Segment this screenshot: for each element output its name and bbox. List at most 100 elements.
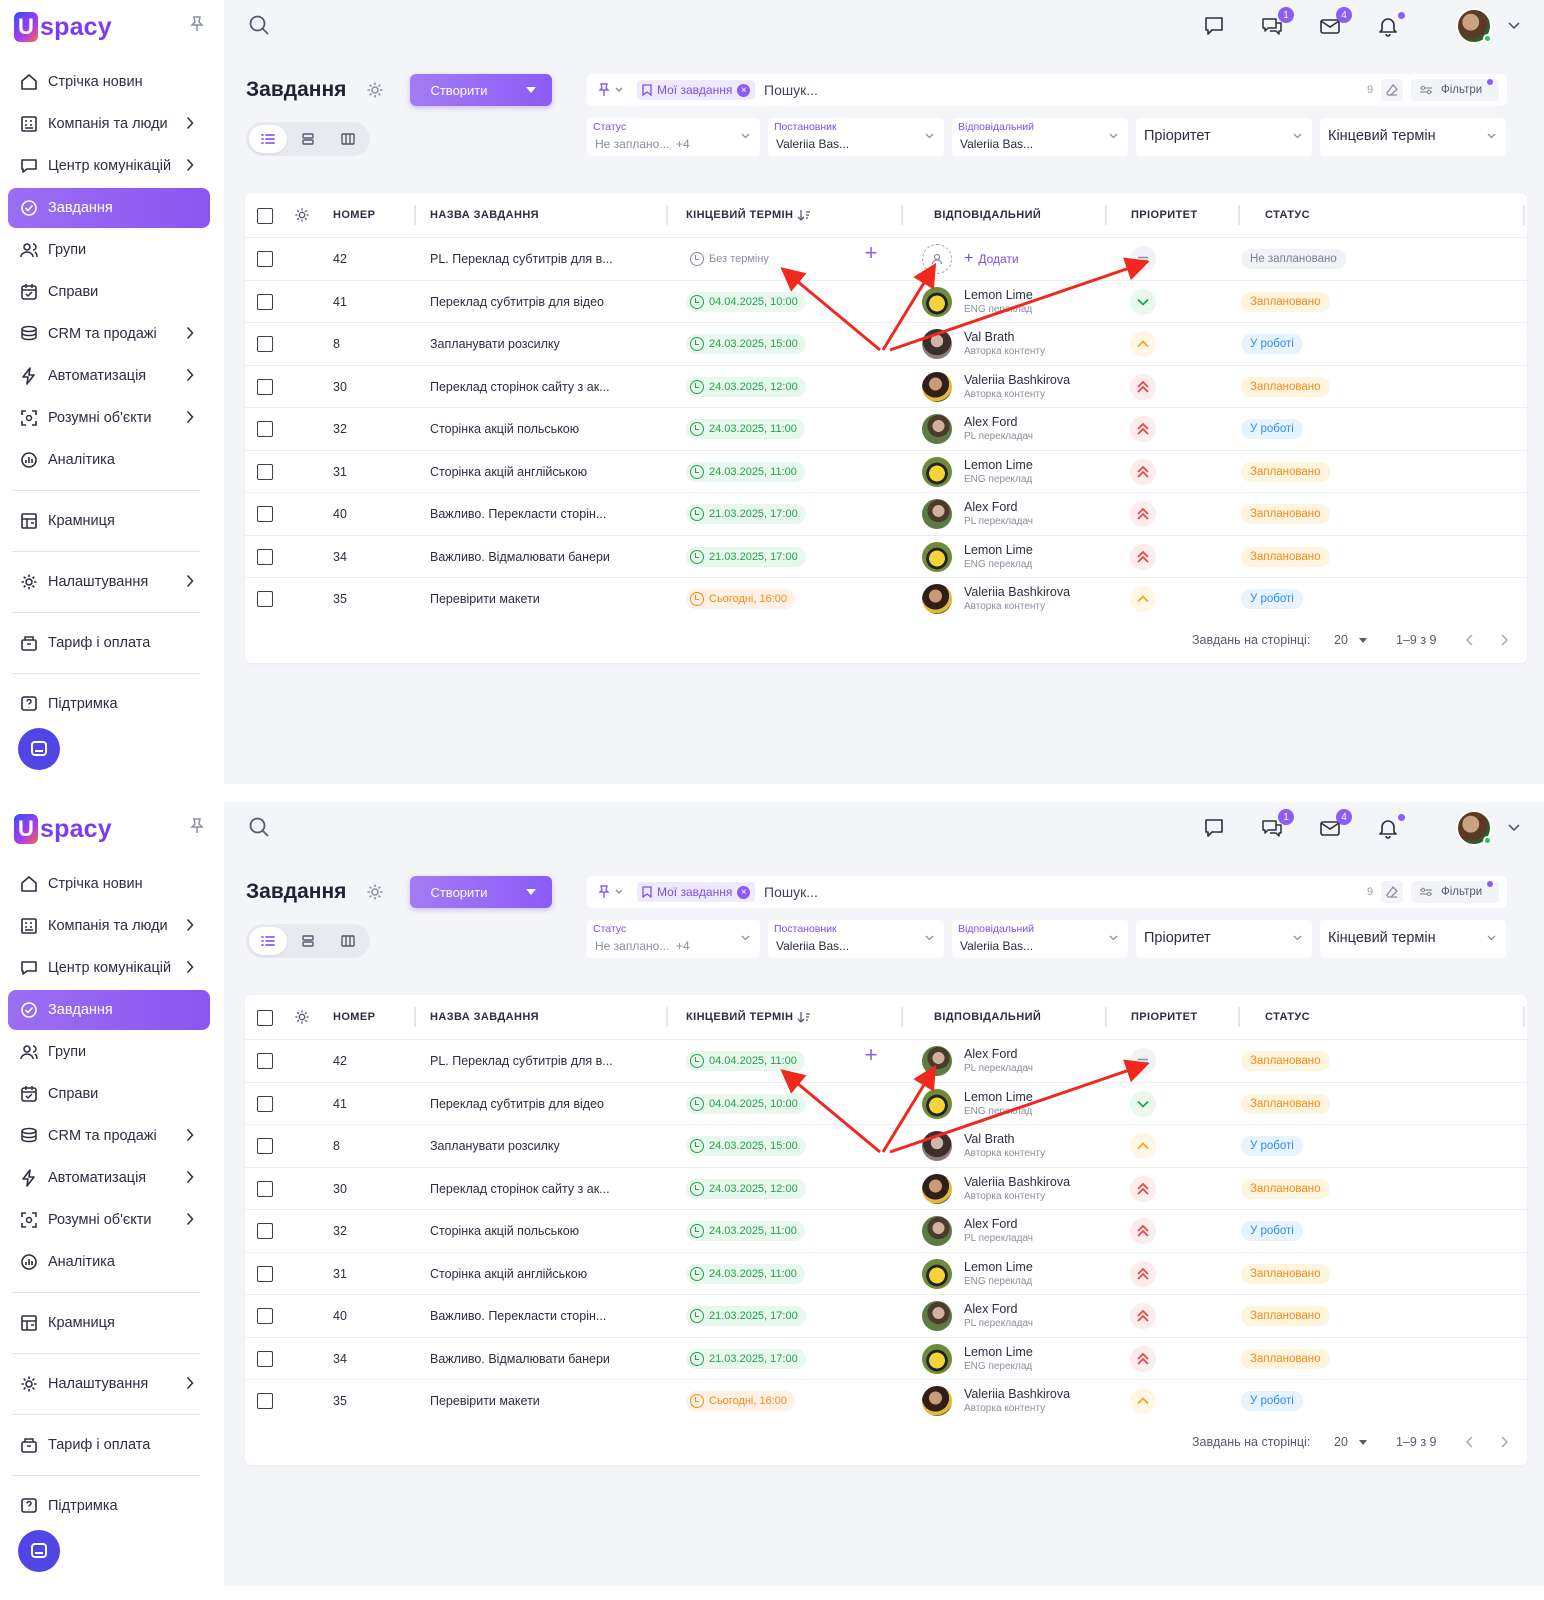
task-deadline[interactable]: 24.03.2025, 15:00 xyxy=(686,1125,806,1167)
row-checkbox[interactable] xyxy=(257,506,273,522)
pin-sidebar-icon[interactable] xyxy=(190,16,204,32)
status-badge[interactable]: У роботі xyxy=(1241,1391,1303,1411)
priority-high-icon[interactable] xyxy=(1130,331,1156,357)
mail-button[interactable]: 4 xyxy=(1316,7,1352,40)
task-responsible[interactable]: Valeriia Bashkirova Авторка контенту xyxy=(922,1380,1070,1422)
sidebar-item-store[interactable]: Крамниця xyxy=(8,501,210,541)
task-name-link[interactable]: Перевірити макети xyxy=(430,1394,540,1408)
task-deadline[interactable]: Сьогодні, 16:00 xyxy=(686,1380,796,1422)
deadline-pill[interactable]: 24.03.2025, 15:00 xyxy=(686,1136,806,1156)
task-deadline[interactable]: 24.03.2025, 12:00 xyxy=(686,366,806,408)
row-checkbox[interactable] xyxy=(257,1308,273,1324)
remove-tag-close-icon[interactable]: × xyxy=(737,83,751,97)
chevron-right-icon[interactable] xyxy=(1499,634,1509,646)
table-row[interactable]: 41 Переклад субтитрів для відео 04.04.2025… xyxy=(245,1081,1527,1125)
my-tasks-filter-tag[interactable]: Мої завдання × xyxy=(637,80,756,100)
row-checkbox[interactable] xyxy=(257,1223,273,1239)
table-row[interactable]: 42 PL. Переклад субтитрів для в... Без тер… xyxy=(245,237,1527,280)
task-responsible[interactable]: Val Brath Авторка контенту xyxy=(922,323,1045,365)
col-number[interactable]: НОМЕР xyxy=(333,209,376,221)
sidebar-item-9[interactable]: Розумні об'єкти xyxy=(8,398,210,438)
task-deadline[interactable]: 24.03.2025, 11:00 xyxy=(686,1253,805,1295)
priority-filter[interactable]: Пріоритет xyxy=(1136,920,1312,958)
col-deadline[interactable]: КІНЦЕВИЙ ТЕРМІН xyxy=(686,995,811,1039)
priority-urgent-icon[interactable] xyxy=(1130,373,1156,400)
task-status[interactable]: Заплановано xyxy=(1241,1083,1330,1125)
task-deadline[interactable]: 04.04.2025, 11:00 xyxy=(686,1040,805,1082)
notifications-button[interactable] xyxy=(1374,814,1405,842)
deadline-pill[interactable]: 21.03.2025, 17:00 xyxy=(686,1306,806,1326)
deadline-pill[interactable]: 24.03.2025, 15:00 xyxy=(686,334,806,354)
priority-high-icon[interactable] xyxy=(1130,586,1156,612)
row-checkbox[interactable] xyxy=(257,1265,273,1282)
settings-gear-icon[interactable] xyxy=(366,883,384,901)
task-status[interactable]: Заплановано xyxy=(1241,493,1330,535)
task-search-bar[interactable]: Мої завдання × Пошук... 9 Фільтри xyxy=(587,74,1507,106)
clear-search-button[interactable] xyxy=(1381,79,1403,101)
rows-view-button[interactable] xyxy=(289,927,327,955)
task-status[interactable]: У роботі xyxy=(1241,1125,1303,1167)
select-all-checkbox[interactable] xyxy=(257,1010,273,1026)
task-status[interactable]: Заплановано xyxy=(1241,1040,1330,1082)
table-row[interactable]: 31 Сторінка акцій англійською 24.03.2025, … xyxy=(245,1251,1527,1295)
support-chat-button[interactable] xyxy=(18,1530,60,1572)
priority-filter[interactable]: Пріоритет xyxy=(1136,118,1312,156)
deadline-filter[interactable]: Кінцевий термін xyxy=(1320,118,1506,156)
col-status[interactable]: СТАТУС xyxy=(1265,209,1310,221)
sidebar-item-store[interactable]: Крамниця xyxy=(8,1303,210,1343)
per-page-select[interactable]: 20 xyxy=(1334,633,1348,647)
priority-urgent-icon[interactable] xyxy=(1130,1303,1156,1329)
task-name-link[interactable]: Сторінка акцій англійською xyxy=(430,1266,588,1281)
sort-desc-icon[interactable] xyxy=(797,1011,811,1023)
sidebar-item-5[interactable]: Групи xyxy=(8,1032,210,1072)
task-priority[interactable] xyxy=(1130,1380,1156,1422)
sidebar-item-billing[interactable]: Тариф і оплата xyxy=(8,1425,210,1465)
status-badge[interactable]: Заплановано xyxy=(1241,504,1330,524)
mail-button[interactable]: 4 xyxy=(1316,809,1352,842)
sidebar-item-support[interactable]: Підтримка xyxy=(8,684,210,724)
task-priority[interactable] xyxy=(1130,366,1156,408)
status-badge[interactable]: Заплановано xyxy=(1241,461,1330,482)
table-row[interactable]: 32 Сторінка акцій польською 24.03.2025, 11… xyxy=(245,407,1527,450)
chevron-right-icon[interactable] xyxy=(1499,1436,1509,1448)
task-deadline[interactable]: 24.03.2025, 11:00 xyxy=(686,408,805,450)
priority-urgent-icon[interactable] xyxy=(1130,1345,1156,1372)
task-responsible-empty[interactable]: + Додати xyxy=(922,238,1019,280)
table-row[interactable]: 35 Перевірити макети Сьогодні, 16:00 Valeri… xyxy=(245,577,1527,620)
sidebar-item-support[interactable]: Підтримка xyxy=(8,1486,210,1526)
table-row[interactable]: 31 Сторінка акцій англійською 24.03.2025, … xyxy=(245,449,1527,493)
row-checkbox[interactable] xyxy=(257,463,273,480)
row-checkbox[interactable] xyxy=(257,1138,273,1154)
col-responsible[interactable]: ВІДПОВІДАЛЬНИЙ xyxy=(934,1011,1042,1023)
status-badge[interactable]: Заплановано xyxy=(1241,291,1330,312)
add-subtask-plus-icon[interactable]: + xyxy=(864,1042,878,1067)
list-view-button[interactable] xyxy=(249,125,287,153)
row-checkbox[interactable] xyxy=(257,1053,273,1069)
sidebar-item-2[interactable]: Компанія та люди xyxy=(8,906,210,946)
task-priority[interactable] xyxy=(1130,1253,1156,1295)
deadline-pill[interactable]: Сьогодні, 16:00 xyxy=(686,1391,796,1411)
deadline-pill[interactable]: 24.03.2025, 11:00 xyxy=(686,461,805,482)
task-name-link[interactable]: Сторінка акцій польською xyxy=(430,422,580,436)
deadline-pill[interactable]: 21.03.2025, 17:00 xyxy=(686,546,806,567)
table-row[interactable]: 42 PL. Переклад субтитрів для в... 04.04.2… xyxy=(245,1039,1527,1082)
column-settings-gear-icon[interactable] xyxy=(294,1009,310,1025)
per-page-caret-icon[interactable] xyxy=(1359,1440,1367,1445)
kanban-view-button[interactable] xyxy=(329,125,367,153)
task-deadline[interactable]: 04.04.2025, 10:00 xyxy=(686,281,806,323)
deadline-pill[interactable]: 21.03.2025, 17:00 xyxy=(686,504,806,524)
task-status[interactable]: Заплановано xyxy=(1241,1295,1330,1337)
chevron-down-icon[interactable] xyxy=(1508,822,1520,832)
row-checkbox[interactable] xyxy=(257,421,273,437)
table-row[interactable]: 35 Перевірити макети Сьогодні, 16:00 Valeri… xyxy=(245,1379,1527,1422)
deadline-pill[interactable]: 24.03.2025, 12:00 xyxy=(686,1178,806,1199)
status-badge[interactable]: Заплановано xyxy=(1241,1348,1330,1369)
row-checkbox[interactable] xyxy=(257,548,273,565)
sidebar-item-1[interactable]: Стрічка новин xyxy=(8,864,210,904)
task-status[interactable]: Заплановано xyxy=(1241,451,1330,493)
pin-sidebar-icon[interactable] xyxy=(190,818,204,834)
priority-urgent-icon[interactable] xyxy=(1130,543,1156,570)
row-checkbox[interactable] xyxy=(257,1350,273,1367)
create-task-button[interactable]: Створити xyxy=(410,74,552,106)
task-priority[interactable] xyxy=(1130,1338,1156,1380)
